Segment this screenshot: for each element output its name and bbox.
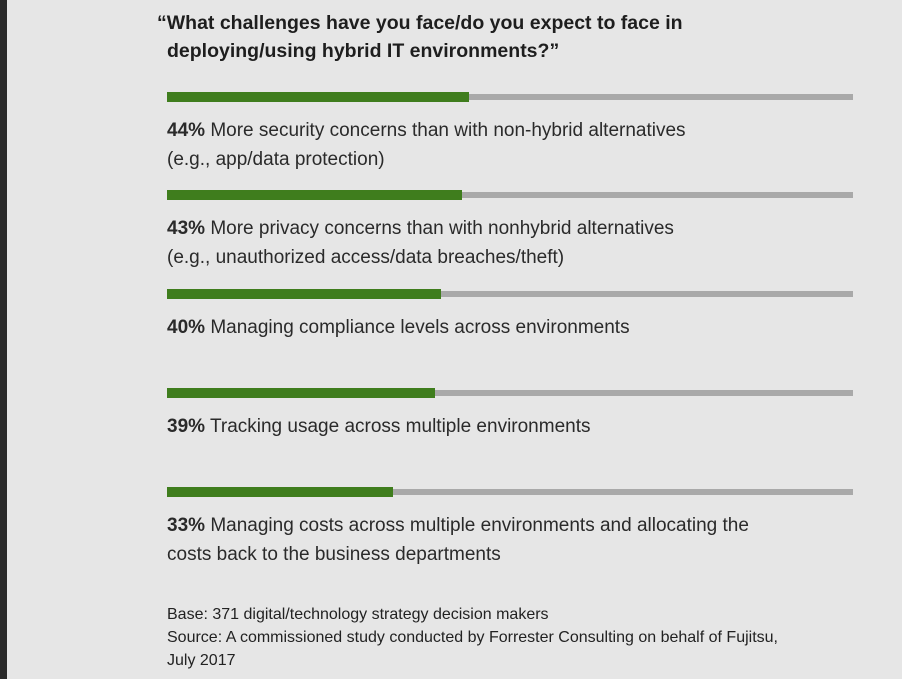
bar-percent-label: 43% xyxy=(167,218,206,239)
bar-label: 33% Managing costs across multiple envir… xyxy=(167,511,853,569)
bar-fill xyxy=(167,92,469,102)
bar-fill xyxy=(167,190,462,200)
bar-track xyxy=(167,487,853,497)
bar-description-line: More security concerns than with non-hyb… xyxy=(210,120,686,141)
bar-percent-label: 33% xyxy=(167,515,206,536)
bar-fill xyxy=(167,388,435,398)
bar-percent-label: 39% xyxy=(167,416,206,437)
bar-description-line: Managing costs across multiple environme… xyxy=(210,515,749,536)
bar-fill xyxy=(167,289,441,299)
bar-label: 39% Tracking usage across multiple envir… xyxy=(167,412,853,441)
bar-track xyxy=(167,388,853,398)
bar-label: 44% More security concerns than with non… xyxy=(167,116,853,174)
bar-label: 43% More privacy concerns than with nonh… xyxy=(167,214,853,272)
bar-track xyxy=(167,92,853,102)
bar-track xyxy=(167,190,853,200)
bar-percent-label: 44% xyxy=(167,120,206,141)
footer-source-line2: July 2017 xyxy=(167,652,236,669)
chart-footer: Base: 371 digital/technology strategy de… xyxy=(167,603,867,672)
chart-title-line1: “What challenges have you face/do you ex… xyxy=(157,12,683,34)
footer-source-line1: Source: A commissioned study conducted b… xyxy=(167,629,778,646)
bar-fill xyxy=(167,487,393,497)
left-edge-border xyxy=(0,0,7,679)
bar-description-line: costs back to the business departments xyxy=(167,544,501,565)
bar-track xyxy=(167,289,853,299)
bar-label: 40% Managing compliance levels across en… xyxy=(167,313,853,342)
bar-description-line: More privacy concerns than with nonhybri… xyxy=(210,218,674,239)
chart-title: “What challenges have you face/do you ex… xyxy=(157,9,857,65)
footer-base: Base: 371 digital/technology strategy de… xyxy=(167,606,549,623)
bar-description-line: (e.g., unauthorized access/data breaches… xyxy=(167,247,565,268)
bar-percent-label: 40% xyxy=(167,317,206,338)
chart-title-line2: deploying/using hybrid IT environments?” xyxy=(167,40,560,62)
bar-description-line: Tracking usage across multiple environme… xyxy=(209,416,591,437)
bar-description-line: Managing compliance levels across enviro… xyxy=(210,317,630,338)
bar-description-line: (e.g., app/data protection) xyxy=(167,149,385,170)
